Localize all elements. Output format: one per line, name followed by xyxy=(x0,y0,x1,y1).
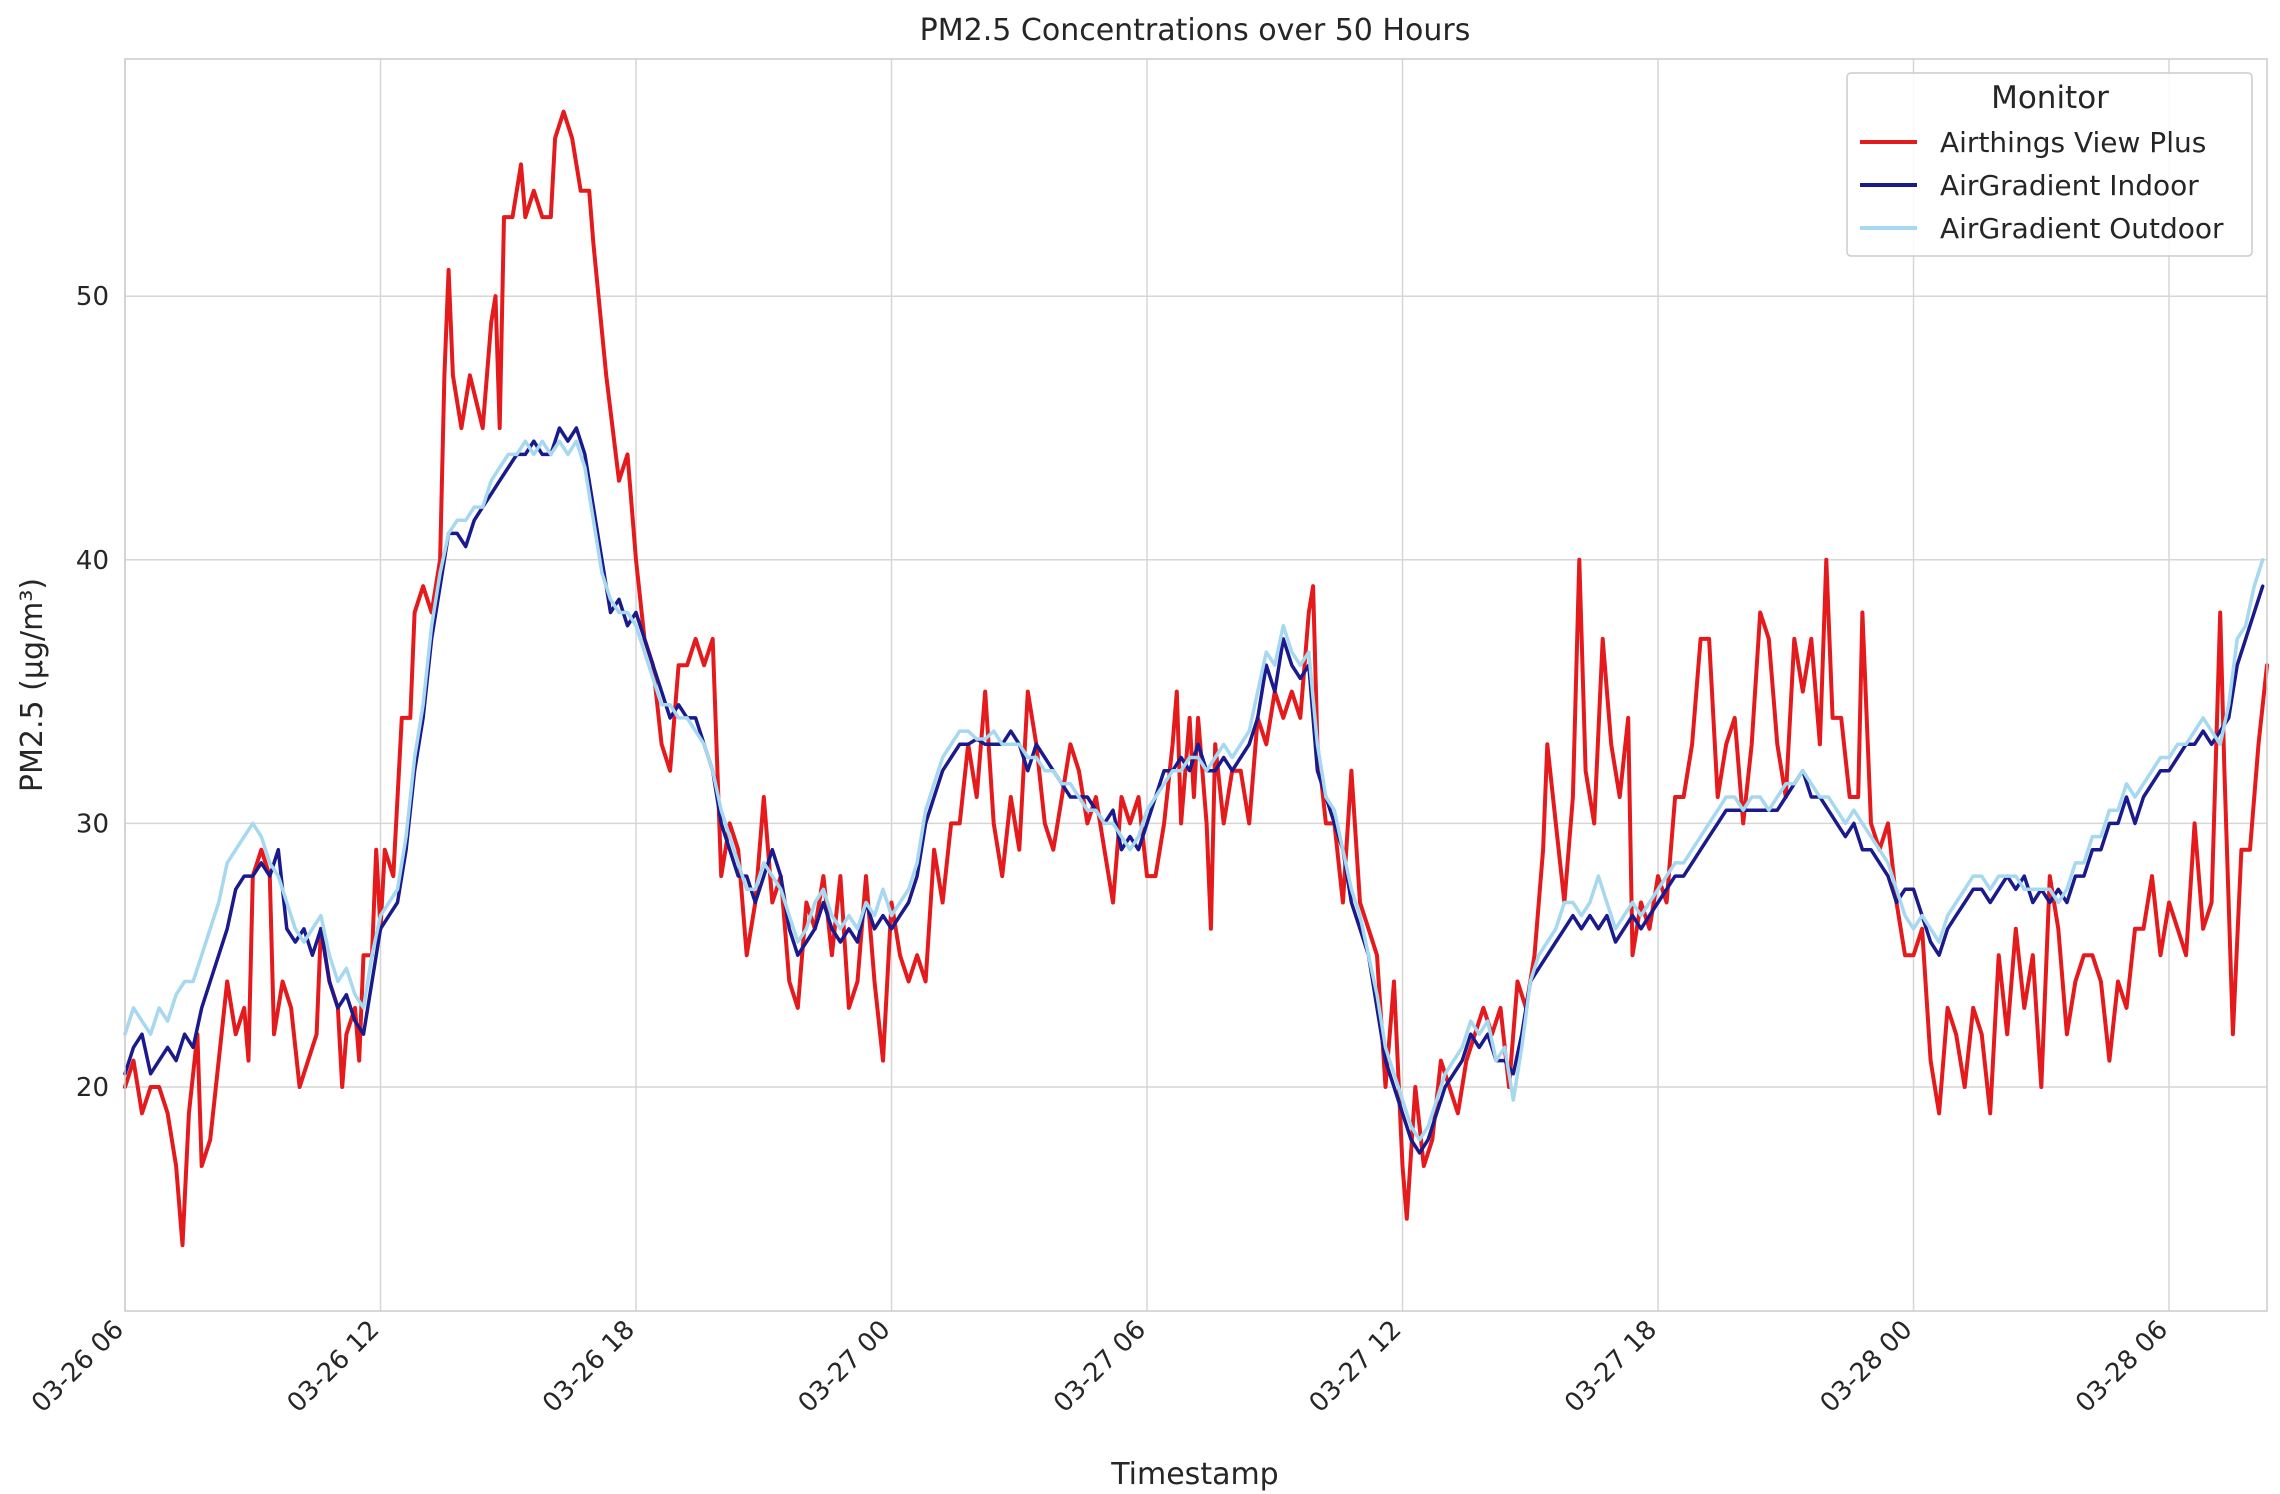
plot-area-frame xyxy=(124,58,2268,1312)
legend-title: Monitor xyxy=(1991,80,2109,116)
airthings-view-plus-line xyxy=(123,109,2269,1248)
y-tick-label: 50 xyxy=(76,282,109,312)
y-tick-label: 20 xyxy=(76,1073,109,1103)
airgradient-outdoor-line xyxy=(123,439,2265,1142)
y-axis-title: PM2.5 (µg/m³) xyxy=(15,578,50,792)
series-lines xyxy=(123,109,2269,1248)
y-tick-label: 30 xyxy=(76,809,109,839)
legend-box xyxy=(1846,72,2253,257)
legend-label-airthings: Airthings View Plus xyxy=(1940,126,2206,159)
chart-title: PM2.5 Concentrations over 50 Hours xyxy=(920,13,1471,48)
x-axis-title: Timestamp xyxy=(1110,1457,1278,1492)
legend: Monitor Airthings View Plus AirGradient … xyxy=(1846,72,2253,257)
legend-label-airgradient-indoor: AirGradient Indoor xyxy=(1940,169,2199,202)
y-tick-label: 40 xyxy=(76,546,109,576)
legend-label-airgradient-outdoor: AirGradient Outdoor xyxy=(1940,212,2224,245)
